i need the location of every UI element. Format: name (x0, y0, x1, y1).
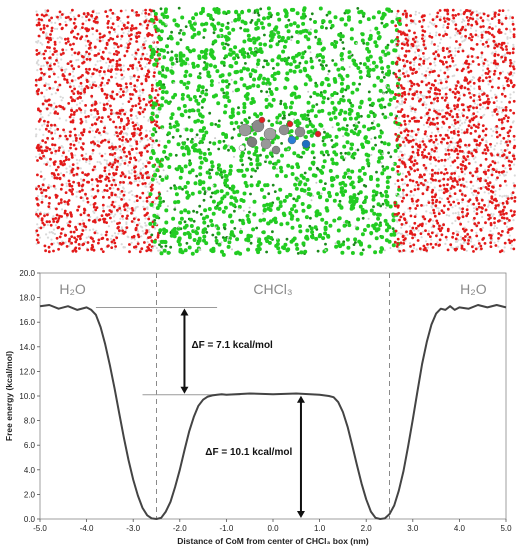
y-axis-label: Free energy (kcal/mol) (4, 351, 14, 441)
region-labels: H₂O CHCl₃ H₂O (59, 281, 486, 297)
chloroform-region (148, 6, 402, 257)
x-tick-label: -2.0 (173, 524, 187, 533)
arrow-head (180, 308, 189, 316)
y-axis-ticks: 0.0 2.0 4.0 6.0 8.0 10.0 12.0 14.0 16.0 18.0 20.0 (19, 269, 40, 524)
x-tick-label: -4.0 (80, 524, 94, 533)
annotation-arrows: ΔF = 7.1 kcal/mol ΔF = 10.1 kcal/mol (180, 308, 305, 518)
x-axis-ticks: -5.0 -4.0 -3.0 -2.0 -1.0 0.0 1.0 2.0 3.0 4.0 5.0 (33, 519, 512, 533)
series-group (39, 304, 507, 520)
delta-f-annotation: ΔF = 10.1 kcal/mol (205, 447, 292, 458)
plot-area-frame (39, 272, 507, 520)
water-region-left (34, 8, 162, 254)
x-tick-label: 0.0 (267, 524, 279, 533)
delta-f-annotation: ΔF = 7.1 kcal/mol (191, 340, 273, 351)
y-tick-label: 8.0 (24, 417, 36, 426)
x-tick-label: 5.0 (500, 524, 512, 533)
interface-boundaries (156, 273, 390, 519)
x-tick-label: 4.0 (454, 524, 466, 533)
x-tick-label: -1.0 (220, 524, 234, 533)
y-tick-label: 0.0 (24, 515, 36, 524)
y-tick-label: 10.0 (19, 392, 35, 401)
y-tick-label: 20.0 (19, 269, 35, 278)
region-label: CHCl₃ (253, 281, 292, 297)
y-tick-label: 16.0 (19, 318, 35, 327)
solute-molecule (238, 116, 322, 155)
region-label: H₂O (460, 281, 487, 297)
free-energy-curve (39, 304, 507, 520)
water-region-right (393, 8, 517, 254)
x-tick-label: -5.0 (33, 524, 47, 533)
simulation-snapshot (34, 6, 517, 257)
y-tick-label: 2.0 (24, 490, 36, 499)
x-tick-label: -3.0 (126, 524, 140, 533)
arrow-head (296, 511, 305, 518)
x-axis-label: Distance of CoM from center of CHCl₃ box… (177, 536, 369, 546)
y-tick-label: 4.0 (24, 466, 36, 475)
reference-lines (95, 306, 241, 396)
arrow-head (296, 395, 305, 403)
region-label: H₂O (59, 281, 86, 297)
y-tick-label: 6.0 (24, 441, 36, 450)
y-tick-label: 14.0 (19, 343, 35, 352)
x-tick-label: 1.0 (314, 524, 326, 533)
arrow-head (180, 386, 189, 394)
y-tick-label: 12.0 (19, 367, 35, 376)
x-tick-label: 2.0 (361, 524, 373, 533)
y-tick-label: 18.0 (19, 294, 35, 303)
x-tick-label: 3.0 (407, 524, 419, 533)
